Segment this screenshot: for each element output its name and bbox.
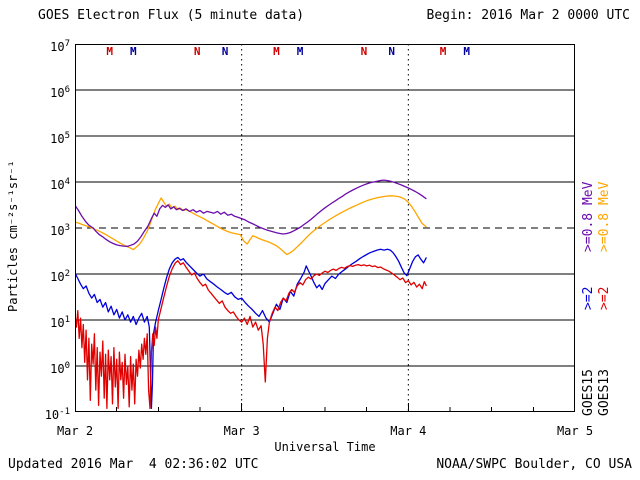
y-tick-label-1e2: 102 <box>50 269 70 284</box>
y-tick-label-1e6: 106 <box>50 85 70 100</box>
local-midnight-marker-goes15: M <box>130 45 137 58</box>
y-axis-title: Particles cm⁻²s⁻¹sr⁻¹ <box>6 160 20 312</box>
local-midnight-marker-goes13: M <box>273 45 280 58</box>
series-line-goes15-e08 <box>75 179 427 247</box>
plot-canvas <box>75 44 575 412</box>
x-tick-label-mar-5: Mar 5 <box>556 424 594 438</box>
y-tick-label-1e1: 101 <box>50 315 70 330</box>
series-line-goes13-e2 <box>75 260 427 410</box>
source-attribution-label: NOAA/SWPC Boulder, CO USA <box>436 457 632 472</box>
chart-title: GOES Electron Flux (5 minute data) <box>38 8 305 23</box>
y-tick-label-1e4: 104 <box>50 177 70 192</box>
legend-goes15-e08-label: >=0.8 MeV <box>581 181 596 252</box>
legend-goes15-e2-label: >=2 <box>581 286 596 310</box>
y-tick-label-1e-1: 10-1 <box>44 407 70 422</box>
legend-goes13-name: GOES13 <box>597 369 612 416</box>
series-line-goes13-e08 <box>75 195 427 256</box>
plot-border <box>75 44 575 412</box>
legend-goes15-name: GOES15 <box>581 369 596 416</box>
y-tick-label-1e3: 103 <box>50 223 70 238</box>
local-noon-marker-goes13: N <box>360 45 368 58</box>
x-tick-label-mar-3: Mar 3 <box>223 424 260 438</box>
local-noon-marker-goes15: N <box>388 45 395 58</box>
x-tick-label-mar-2: Mar 2 <box>56 424 94 438</box>
local-midnight-marker-goes15: M <box>463 45 470 58</box>
begin-timestamp-label: Begin: 2016 Mar 2 0000 UTC <box>426 8 631 23</box>
legend-goes13-e2-label: >=2 <box>597 286 612 310</box>
series-line-goes15-e2 <box>75 248 427 410</box>
local-noon-marker-goes15: N <box>221 45 229 58</box>
updated-timestamp-label: Updated 2016 Mar 4 02:36:02 UTC <box>8 457 259 472</box>
x-tick-label-mar-4: Mar 4 <box>390 424 427 438</box>
y-tick-label-1e0: 100 <box>50 361 70 376</box>
local-midnight-marker-goes13: M <box>439 45 447 58</box>
local-noon-marker-goes13: N <box>193 45 201 58</box>
y-tick-label-1e5: 105 <box>50 131 70 146</box>
y-tick-label-1e7: 107 <box>50 39 70 54</box>
local-midnight-marker-goes13: M <box>106 45 114 58</box>
legend-goes13-e08-label: >=0.8 MeV <box>597 181 612 252</box>
x-axis-title: Universal Time <box>274 440 376 454</box>
local-midnight-marker-goes15: M <box>296 45 304 58</box>
